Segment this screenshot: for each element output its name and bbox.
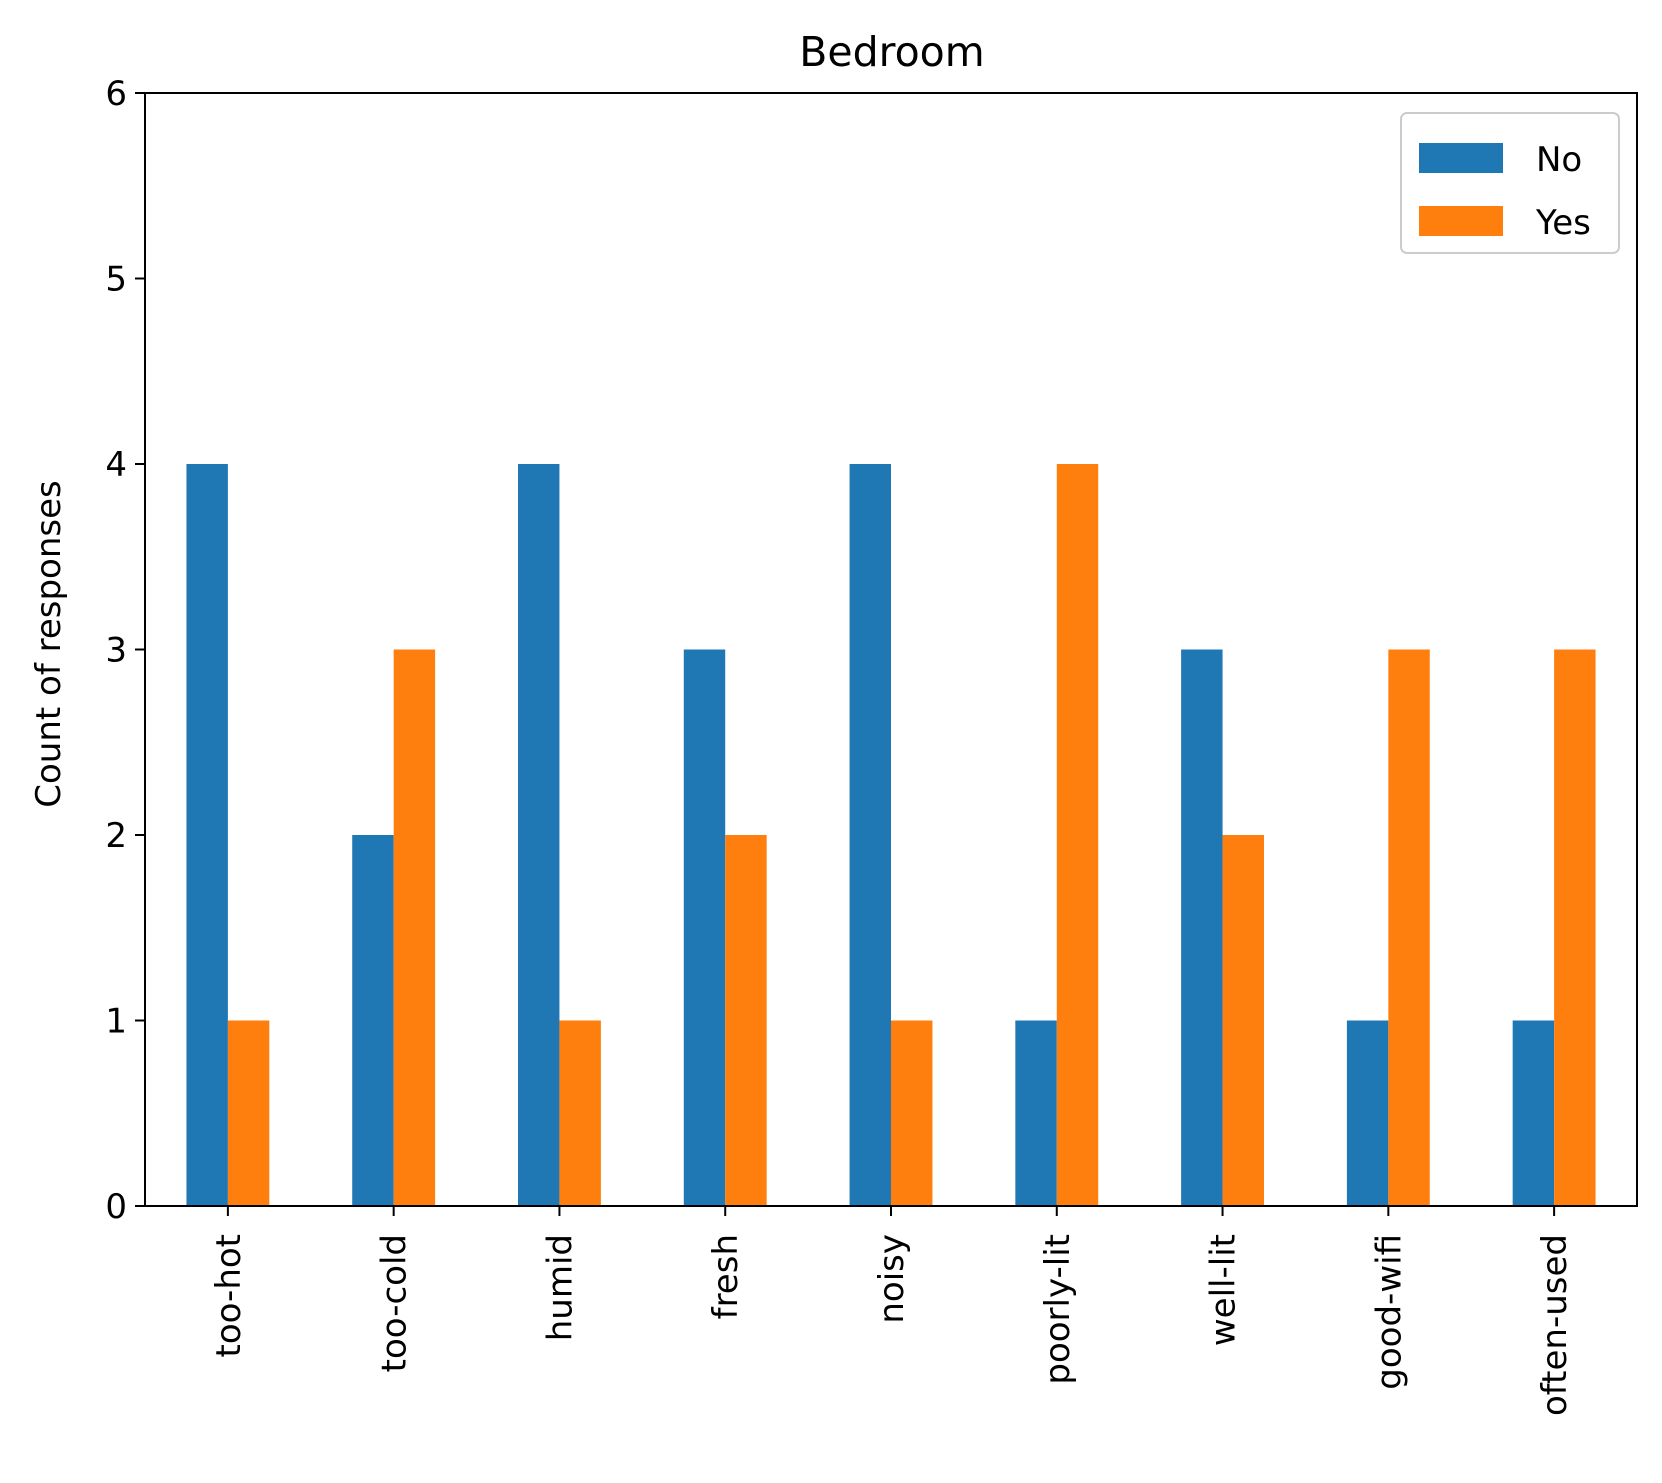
chart-title: Bedroom (799, 28, 984, 76)
y-tick-label: 2 (105, 816, 127, 856)
bar-yes-good-wifi (1388, 649, 1430, 1206)
y-tick-label: 1 (105, 1002, 127, 1042)
legend-swatch-no (1419, 143, 1503, 173)
bar-yes-too-hot (227, 1020, 270, 1206)
bars-group (186, 464, 1596, 1206)
legend-label-no: No (1536, 140, 1582, 180)
bar-no-good-wifi (1346, 1020, 1389, 1206)
x-tick-label: often-used (1535, 1234, 1575, 1416)
x-axis-ticks: too-hot too-cold humid fresh noisy poorly-lit… (209, 1206, 1575, 1416)
legend: No Yes (1400, 112, 1620, 254)
y-tick-label: 3 (105, 631, 127, 671)
y-tick-label: 6 (105, 74, 127, 114)
bar-yes-often-used (1554, 649, 1596, 1206)
bar-yes-fresh (725, 835, 767, 1206)
bar-no-often-used (1512, 1020, 1555, 1206)
x-tick-label: good-wifi (1369, 1234, 1409, 1390)
bar-no-well-lit (1181, 649, 1223, 1206)
bar-no-humid (518, 464, 560, 1206)
bar-yes-poorly-lit (1056, 464, 1099, 1206)
y-axis-ticks: 0 1 2 3 4 5 6 (105, 74, 145, 1227)
plot-frame (144, 92, 1638, 1207)
x-tick-label: humid (540, 1234, 580, 1341)
bar-yes-noisy (891, 1020, 933, 1206)
x-tick-label: well-lit (1204, 1234, 1244, 1346)
y-tick-label: 4 (105, 445, 127, 485)
y-tick-label: 0 (105, 1187, 127, 1227)
bar-no-noisy (849, 464, 891, 1206)
legend-label-yes: Yes (1535, 203, 1591, 243)
bar-yes-too-cold (393, 649, 436, 1206)
x-tick-label: noisy (872, 1234, 912, 1324)
bar-yes-well-lit (1222, 835, 1264, 1206)
x-tick-label: poorly-lit (1038, 1234, 1078, 1385)
bar-no-too-cold (352, 835, 394, 1206)
bar-no-too-hot (186, 464, 228, 1206)
x-tick-label: too-hot (209, 1234, 249, 1358)
x-tick-label: fresh (706, 1234, 746, 1319)
bar-no-poorly-lit (1015, 1020, 1057, 1206)
bar-no-fresh (683, 649, 726, 1206)
y-axis-label: Count of responses (29, 480, 69, 808)
legend-swatch-yes (1419, 206, 1503, 236)
x-tick-label: too-cold (375, 1234, 415, 1372)
y-tick-label: 5 (105, 260, 127, 300)
bar-yes-humid (559, 1020, 601, 1206)
